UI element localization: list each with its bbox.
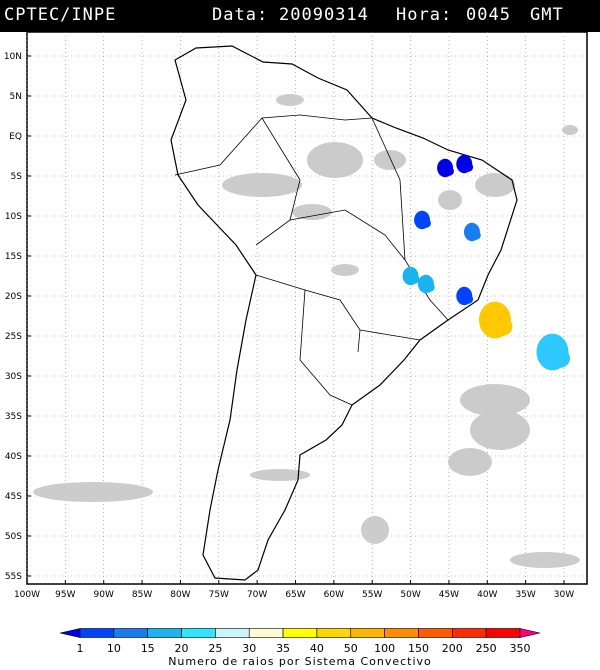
lon-label: 55W — [362, 590, 382, 600]
colorbar-cell — [452, 628, 487, 638]
lon-label: 90W — [94, 590, 114, 600]
header-hour: 0045 — [466, 5, 511, 25]
colorbar-cell — [350, 628, 385, 638]
convective-system — [414, 210, 431, 230]
lat-label: 5N — [10, 92, 22, 102]
colorbar: 1 10 15 20 25 30 35 40 50 100 150 200 250 350 — [59, 628, 541, 655]
lat-label: 25S — [5, 332, 22, 342]
colorbar-tick-label: 10 — [107, 642, 121, 655]
colorbar-tick-label: 20 — [175, 642, 189, 655]
longitude-labels: 100W 95W 90W 85W 80W 75W 70W 65W 60W 55W 50W 45W 40W… — [14, 590, 574, 600]
lon-label: 30W — [554, 590, 574, 600]
colorbar-tick-label: 40 — [310, 642, 324, 655]
lat-label: EQ — [9, 132, 22, 142]
convective-systems — [402, 154, 571, 371]
convective-system — [437, 158, 454, 178]
colorbar-cell — [59, 628, 81, 638]
colorbar-cell — [282, 628, 318, 638]
colorbar-tick-label: 50 — [344, 642, 358, 655]
colorbar-cell — [79, 628, 115, 638]
colorbar-tick-label: 35 — [276, 642, 290, 655]
lat-label: 45S — [5, 492, 22, 502]
lat-label: 40S — [5, 452, 22, 462]
lat-label: 35S — [5, 412, 22, 422]
colorbar-tick-label: 150 — [408, 642, 429, 655]
colorbar-cell — [316, 628, 352, 638]
header-zone: GMT — [530, 5, 564, 25]
colorbar-cell — [147, 628, 182, 638]
latitude-labels: 10N 5N EQ 5S 10S 15S 20S 25S 30S 35S 40S 45S 50S 55S — [4, 52, 22, 582]
lat-label: 5S — [11, 172, 23, 182]
lon-label: 100W — [14, 590, 40, 600]
lon-label: 80W — [170, 590, 190, 600]
lon-label: 95W — [55, 590, 75, 600]
lon-label: 60W — [324, 590, 344, 600]
colorbar-tick-label: 250 — [476, 642, 497, 655]
convective-system — [456, 154, 474, 174]
lat-label: 10S — [5, 212, 22, 222]
convective-system — [463, 222, 481, 242]
lon-label: 40W — [477, 590, 497, 600]
lat-label: 20S — [5, 292, 22, 302]
header-source: CPTEC/INPE — [4, 5, 117, 25]
colorbar-title: Numero de raios por Sistema Convectivo — [168, 655, 432, 668]
colorbar-tick-label: 30 — [242, 642, 256, 655]
lon-label: 65W — [285, 590, 305, 600]
convective-system — [417, 274, 435, 294]
convective-system — [478, 301, 513, 339]
south-america-coast — [170, 45, 518, 581]
colorbar-tick-label: 350 — [510, 642, 531, 655]
lat-label: 50S — [5, 532, 22, 542]
convective-system — [402, 266, 420, 286]
cloud-cover — [33, 94, 580, 568]
colorbar-cell — [248, 628, 284, 638]
convective-system — [456, 286, 474, 306]
convective-system — [536, 333, 571, 371]
lat-label: 15S — [5, 252, 22, 262]
lon-label: 75W — [209, 590, 229, 600]
colorbar-cell — [485, 628, 521, 638]
lat-label: 30S — [5, 372, 22, 382]
lon-label: 70W — [247, 590, 267, 600]
colorbar-tick-label: 200 — [442, 642, 463, 655]
country-borders — [174, 114, 449, 406]
colorbar-tick-label: 15 — [141, 642, 155, 655]
lon-label: 35W — [515, 590, 535, 600]
colorbar-cell — [418, 628, 453, 638]
header-date: 20090314 — [279, 5, 369, 25]
lat-label: 55S — [5, 572, 22, 582]
colorbar-tick-label: 1 — [77, 642, 84, 655]
colorbar-cell — [181, 628, 216, 638]
lat-label: 10N — [4, 52, 22, 62]
colorbar-cell — [384, 628, 419, 638]
lon-label: 45W — [439, 590, 459, 600]
header-bar: CPTEC/INPE Data: 20090314 Hora: 0045 GMT — [0, 0, 600, 32]
header-hour-label: Hora: — [396, 5, 453, 25]
colorbar-cell — [519, 628, 541, 638]
lon-label: 85W — [132, 590, 152, 600]
colorbar-cell — [215, 628, 250, 638]
colorbar-tick-label: 100 — [374, 642, 395, 655]
header-date-label: Data: — [212, 5, 269, 25]
colorbar-cell — [113, 628, 148, 638]
lon-label: 50W — [400, 590, 420, 600]
colorbar-tick-label: 25 — [208, 642, 222, 655]
